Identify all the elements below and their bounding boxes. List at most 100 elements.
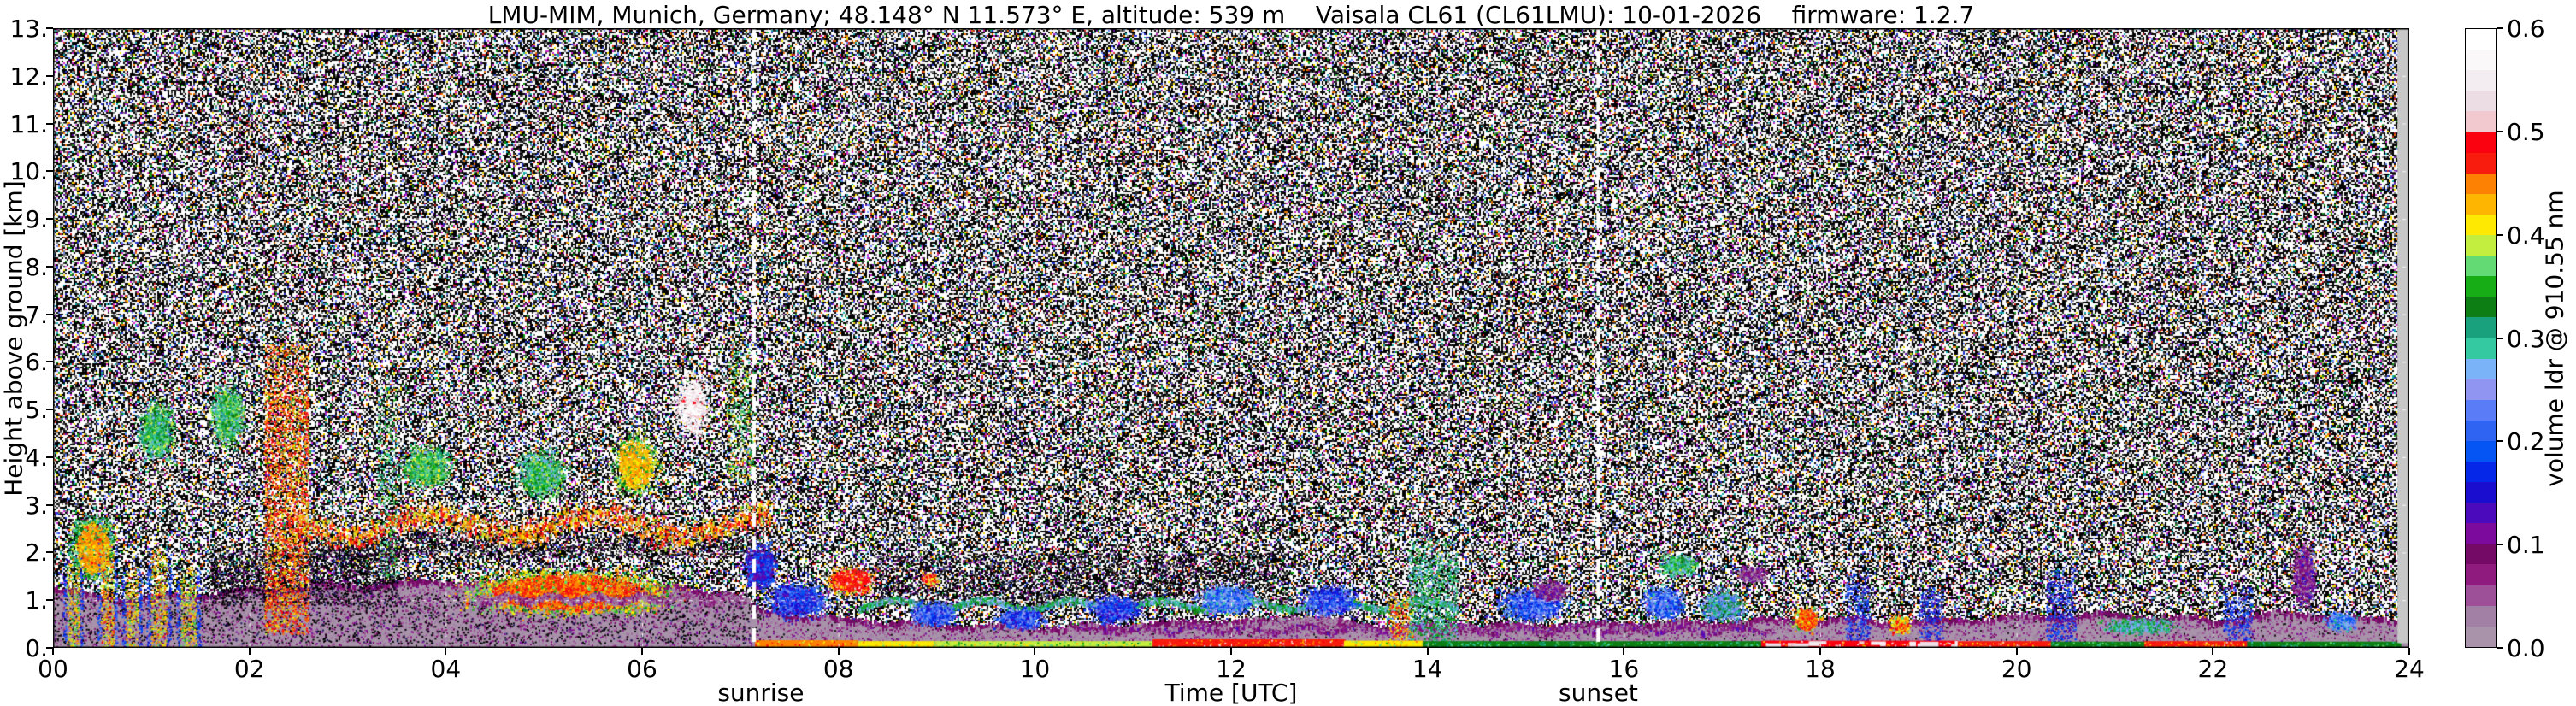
colorbar-band: [2466, 132, 2496, 153]
colorbar-tick-mark: [2497, 647, 2503, 649]
x-tick-mark: [248, 648, 251, 655]
colorbar-band: [2466, 358, 2496, 379]
colorbar-band: [2466, 297, 2496, 318]
x-tick-mark: [2408, 648, 2410, 655]
y-tick-mark: [46, 218, 53, 221]
y-tick-mark: [46, 74, 53, 77]
colorbar-band: [2466, 29, 2496, 50]
x-tick-label: 10: [1019, 655, 1051, 683]
x-tick-label: 14: [1412, 655, 1443, 683]
x-tick-mark: [52, 648, 54, 655]
y-tick-mark: [46, 647, 53, 649]
x-tick-label: 04: [430, 655, 462, 683]
colorbar-band: [2466, 173, 2496, 194]
colorbar-band: [2466, 626, 2496, 647]
x-tick-label: 00: [38, 655, 68, 683]
y-tick-label: 5.: [25, 396, 48, 425]
x-tick-mark: [2212, 648, 2214, 655]
y-tick-mark: [46, 122, 53, 125]
colorbar-band: [2466, 461, 2496, 483]
colorbar-band: [2466, 193, 2496, 215]
colorbar-tick-label: 0.4: [2507, 221, 2545, 250]
y-tick-mark: [46, 27, 53, 29]
y-tick-mark: [46, 170, 53, 173]
colorbar-band: [2466, 482, 2496, 503]
colorbar-band: [2466, 523, 2496, 544]
colorbar-tick-mark: [2497, 27, 2503, 29]
colorbar-band: [2466, 317, 2496, 338]
colorbar-tick-label: 0.0: [2507, 634, 2545, 662]
y-tick-mark: [46, 456, 53, 458]
y-tick-label: 3.: [25, 491, 48, 520]
colorbar-band: [2466, 91, 2496, 112]
sunset-annotation: sunset: [1559, 679, 1638, 706]
x-tick-label: 16: [1608, 655, 1640, 683]
y-tick-mark: [46, 361, 53, 363]
colorbar-tick-mark: [2497, 233, 2503, 236]
colorbar-band: [2466, 152, 2496, 174]
colorbar-band: [2466, 564, 2496, 585]
colorbar-band: [2466, 503, 2496, 524]
colorbar-tick-label: 0.3: [2507, 324, 2545, 353]
colorbar-tick-label: 0.2: [2507, 427, 2545, 456]
x-tick-mark: [1034, 648, 1036, 655]
y-tick-mark: [46, 599, 53, 602]
y-tick-label: 10.: [9, 157, 48, 186]
y-tick-mark: [46, 265, 53, 268]
x-tick-label: 24: [2394, 655, 2425, 683]
y-tick-mark: [46, 313, 53, 315]
colorbar-band: [2466, 234, 2496, 256]
x-tick-mark: [641, 648, 643, 655]
colorbar-tick-mark: [2497, 337, 2503, 339]
y-tick-mark: [46, 409, 53, 411]
y-tick-label: 6.: [25, 348, 48, 377]
plot-area: [53, 28, 2409, 648]
y-tick-label: 0.: [25, 634, 48, 662]
colorbar-tick-mark: [2497, 130, 2503, 132]
colorbar-tick-label: 0.5: [2507, 117, 2545, 146]
colorbar: [2465, 28, 2497, 648]
y-tick-label: 7.: [25, 300, 48, 329]
colorbar-band: [2466, 256, 2496, 277]
y-tick-mark: [46, 551, 53, 554]
y-tick-label: 13.: [9, 15, 48, 43]
colorbar-band: [2466, 585, 2496, 606]
colorbar-band: [2466, 420, 2496, 441]
colorbar-band: [2466, 338, 2496, 359]
x-tick-label: 18: [1805, 655, 1836, 683]
colorbar-band: [2466, 605, 2496, 627]
y-tick-label: 11.: [9, 109, 48, 138]
colorbar-band: [2466, 276, 2496, 297]
colorbar-tick-label: 0.6: [2507, 15, 2545, 43]
page-title: LMU-MIM, Munich, Germany; 48.148° N 11.5…: [487, 1, 1975, 29]
x-tick-mark: [445, 648, 447, 655]
x-tick-mark: [1623, 648, 1625, 655]
x-tick-label: 20: [2001, 655, 2032, 683]
y-tick-label: 8.: [25, 252, 48, 281]
colorbar-band: [2466, 379, 2496, 400]
colorbar-tick-mark: [2497, 440, 2503, 443]
x-tick-label: 12: [1216, 655, 1247, 683]
y-tick-label: 4.: [25, 443, 48, 472]
x-tick-label: 22: [2197, 655, 2229, 683]
y-tick-mark: [46, 503, 53, 506]
x-tick-mark: [837, 648, 840, 655]
heatmap-plot: [53, 28, 2409, 648]
sunrise-annotation: sunrise: [717, 679, 805, 706]
x-tick-label: 06: [627, 655, 657, 683]
colorbar-tick-mark: [2497, 544, 2503, 546]
colorbar-band: [2466, 214, 2496, 235]
x-tick-mark: [1426, 648, 1429, 655]
colorbar-band: [2466, 399, 2496, 421]
colorbar-band: [2466, 50, 2496, 71]
x-axis-label: Time [UTC]: [1164, 679, 1298, 706]
colorbar-band: [2466, 70, 2496, 91]
x-tick-mark: [2015, 648, 2018, 655]
y-tick-label: 1.: [25, 586, 48, 615]
colorbar-tick-label: 0.1: [2507, 531, 2545, 560]
colorbar-band: [2466, 111, 2496, 132]
y-tick-label: 9.: [25, 205, 48, 234]
x-tick-label: 08: [822, 655, 854, 683]
y-tick-label: 12.: [9, 62, 48, 91]
